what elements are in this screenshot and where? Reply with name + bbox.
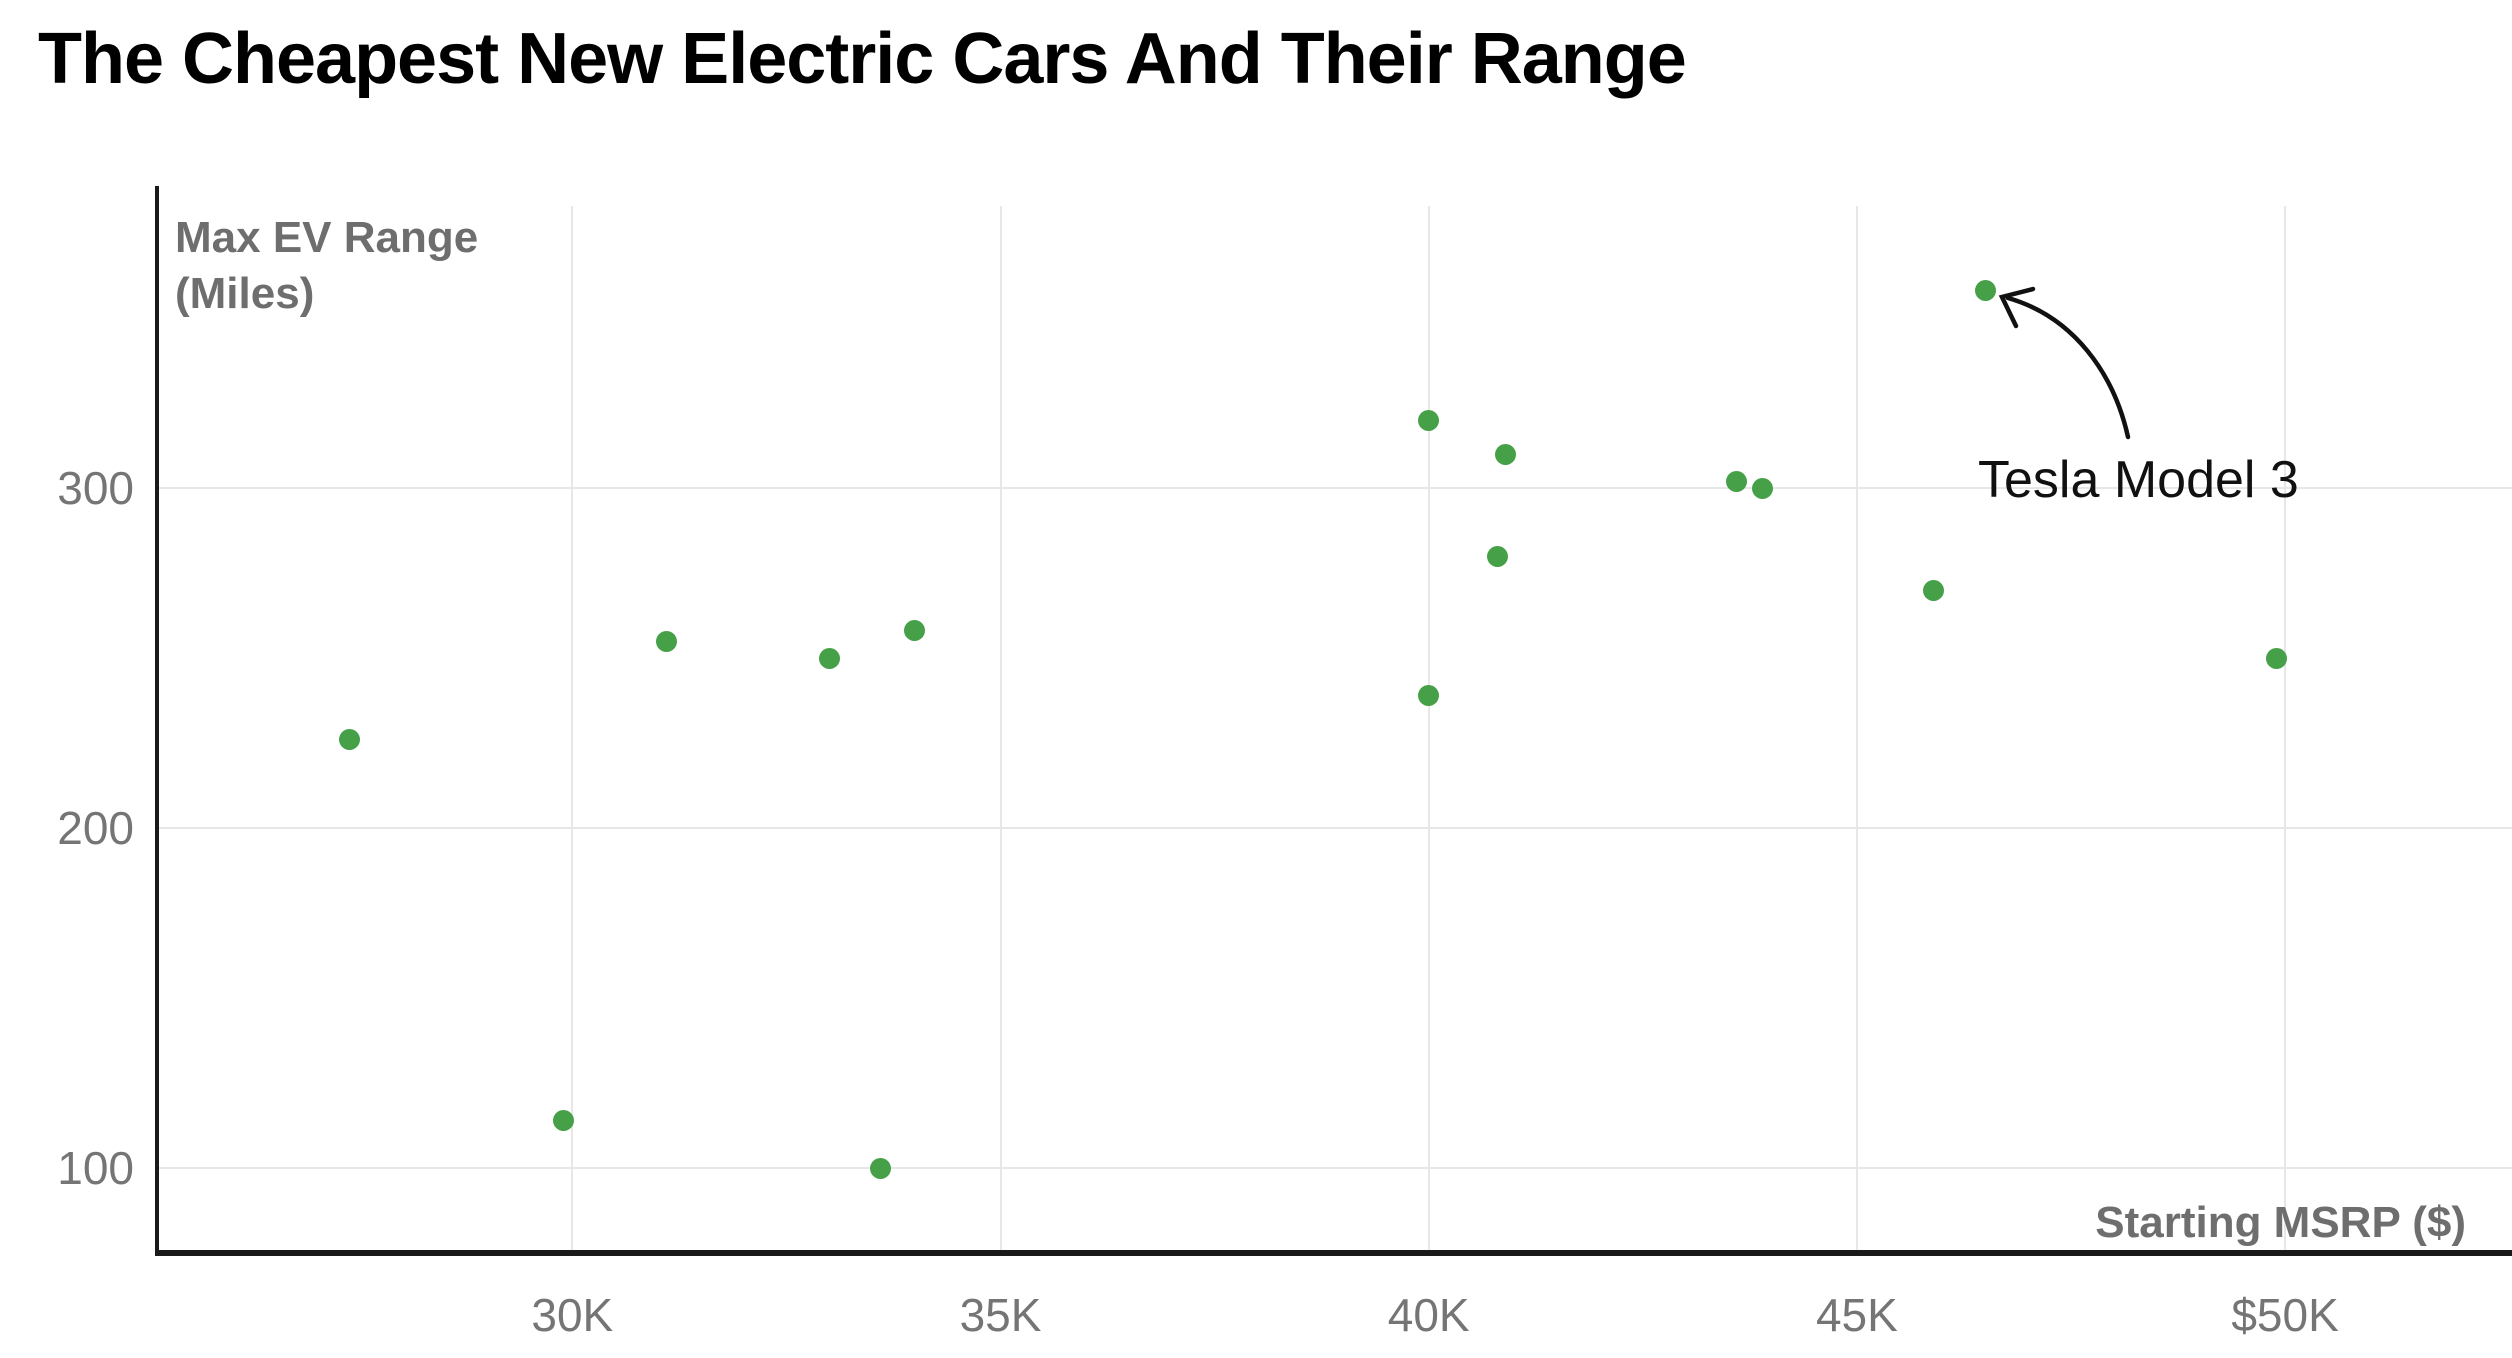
x-gridline [571, 206, 574, 1250]
data-point[interactable] [904, 620, 926, 642]
data-point[interactable] [339, 729, 361, 751]
x-axis-title: Starting MSRP ($) [2095, 1198, 2466, 1247]
annotation-arrowhead-icon [1998, 286, 2036, 329]
data-point[interactable] [1752, 477, 1774, 499]
x-gridline [2284, 206, 2287, 1250]
annotation-tesla-model-3: Tesla Model 3 [1978, 451, 2299, 509]
x-gridline [1427, 206, 1430, 1250]
x-tick-label: 30K [531, 1289, 614, 1341]
data-point[interactable] [870, 1157, 892, 1179]
x-gridline [999, 206, 1002, 1250]
y-tick-label: 200 [57, 802, 134, 855]
y-tick-label: 300 [57, 462, 134, 515]
data-point[interactable] [1486, 545, 1508, 567]
x-tick-label: 45K [1815, 1289, 1898, 1341]
y-tick-label: 100 [57, 1142, 134, 1195]
data-point-tesla-model-3[interactable] [1974, 280, 1996, 302]
data-point[interactable] [656, 630, 678, 652]
data-point[interactable] [2266, 647, 2287, 669]
y-gridline [159, 1167, 2512, 1170]
data-point[interactable] [553, 1109, 575, 1131]
data-point[interactable] [818, 647, 840, 669]
x-tick-label: 40K [1387, 1289, 1470, 1341]
chart-title: The Cheapest New Electric Cars And Their… [38, 19, 1687, 99]
y-axis-line [155, 186, 159, 1256]
data-point[interactable] [1418, 685, 1440, 706]
x-gridline [1855, 206, 1858, 1250]
x-axis-line [155, 1250, 2512, 1256]
y-axis-title: Max EV Range (Miles) [175, 213, 479, 318]
x-tick-label: $50K [2231, 1289, 2339, 1341]
annotation-arrow-curve [2005, 295, 2131, 440]
data-point[interactable] [1726, 470, 1748, 492]
data-point[interactable] [1923, 579, 1945, 601]
data-point[interactable] [1418, 409, 1440, 431]
x-tick-label: 35K [959, 1289, 1042, 1341]
y-gridline [159, 827, 2512, 830]
data-point[interactable] [1495, 443, 1517, 465]
y-gridline [159, 487, 2512, 490]
